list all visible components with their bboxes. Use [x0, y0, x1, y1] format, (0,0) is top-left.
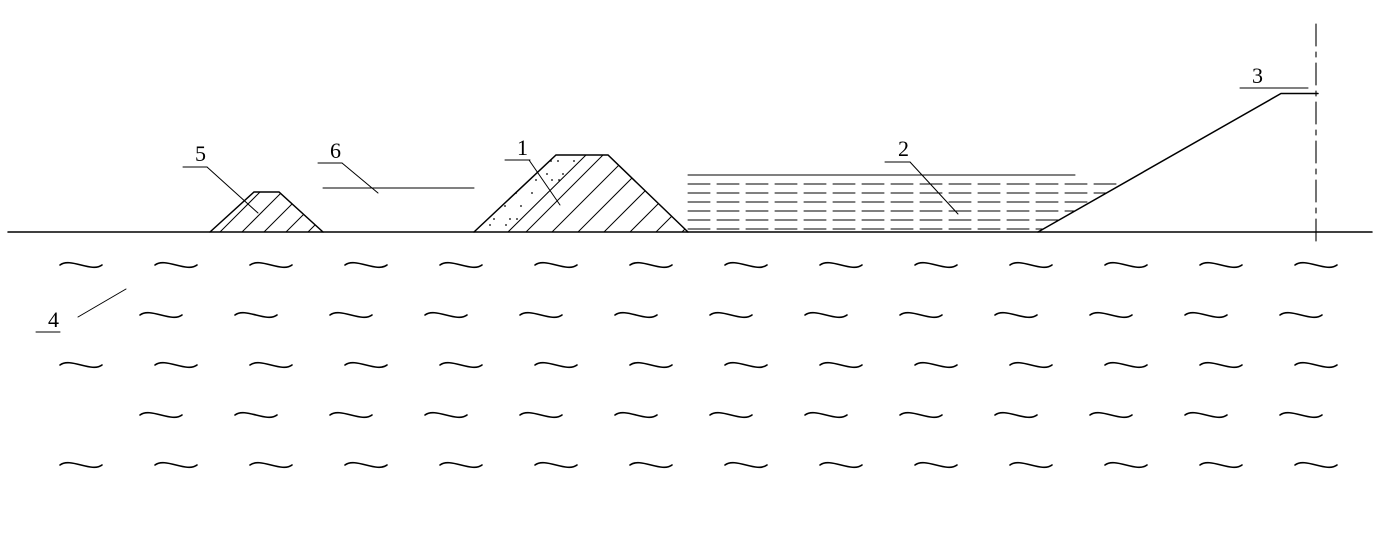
leader-lbl4 — [78, 289, 126, 317]
small-dam — [210, 192, 323, 232]
leader-lbl5 — [207, 167, 258, 213]
main-dam — [1038, 94, 1318, 233]
label-lbl4: 4 — [48, 307, 59, 332]
label-lbl5: 5 — [195, 141, 206, 166]
inner-dam — [474, 155, 688, 232]
water-region — [60, 263, 1337, 468]
leader-lbl2 — [910, 162, 958, 214]
labels: 1 2 3 4 5 6 — [36, 63, 1308, 332]
label-lbl6: 6 — [330, 138, 341, 163]
label-lbl1: 1 — [517, 135, 528, 160]
small-dam-hatch — [150, 188, 418, 236]
label-lbl2: 2 — [898, 136, 909, 161]
label-lbl3: 3 — [1252, 63, 1263, 88]
